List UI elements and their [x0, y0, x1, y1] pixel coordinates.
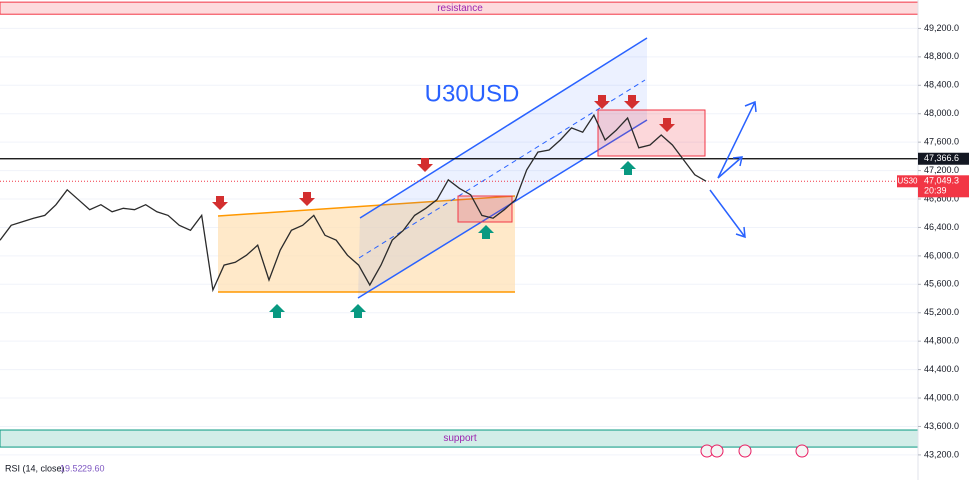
y-tick-label: 46,400.0	[924, 222, 959, 232]
grid	[0, 27, 918, 456]
y-tick-label: 48,400.0	[924, 80, 959, 90]
y-tick-label: 44,800.0	[924, 336, 959, 346]
channel-mid	[358, 79, 646, 259]
level-tag	[918, 152, 969, 165]
up-arrows	[269, 161, 636, 318]
y-tick-label: 46,800.0	[924, 193, 959, 203]
levels	[0, 158, 918, 182]
y-tick-label: 48,000.0	[924, 108, 959, 118]
price-line	[0, 113, 707, 293]
axis-labels: 43,200.0 43,600.0 44,000.0 44,400.0 44,800.0…	[897, 23, 969, 459]
zones: resistance support	[0, 1, 919, 448]
y-tick-label: 44,400.0	[924, 364, 959, 374]
zone-label: support	[443, 433, 477, 444]
box-small	[457, 195, 513, 223]
level-label: 47,366.6	[924, 153, 959, 163]
last-price-label: 47,049.3	[924, 176, 959, 186]
y-tick-label: 45,200.0	[924, 307, 959, 317]
event-icons	[700, 444, 809, 458]
price-tag	[918, 175, 969, 198]
rsi-value: 19.52	[60, 463, 83, 473]
y-tick-label: 43,200.0	[924, 449, 959, 459]
zone-label: resistance	[437, 3, 483, 14]
y-tick-label: 43,600.0	[924, 421, 959, 431]
y-tick-label: 46,000.0	[924, 250, 959, 260]
down-arrows	[212, 95, 675, 210]
channel-lower	[357, 119, 648, 299]
y-tick-label: 49,200.0	[924, 23, 959, 33]
y-tick-label: 48,800.0	[924, 51, 959, 61]
rsi-label: RSI (14, close)	[5, 463, 65, 473]
symbol-tag	[897, 175, 918, 188]
range-top	[217, 195, 516, 217]
projection-arrows	[709, 100, 757, 239]
rsi-value: 29.60	[82, 463, 105, 473]
price-axis	[918, 0, 969, 480]
box-top	[597, 109, 706, 157]
y-tick-label: 44,000.0	[924, 392, 959, 402]
chart-title: U30USD	[425, 80, 520, 107]
range-box	[218, 196, 515, 292]
y-tick-label: 45,600.0	[924, 279, 959, 289]
channel-fill	[358, 38, 647, 298]
channel-upper	[359, 37, 648, 219]
y-tick-label: 47,600.0	[924, 137, 959, 147]
countdown: 20:39	[924, 186, 947, 196]
y-tick-label: 47,200.0	[924, 165, 959, 175]
symbol-label: US30	[897, 176, 918, 185]
